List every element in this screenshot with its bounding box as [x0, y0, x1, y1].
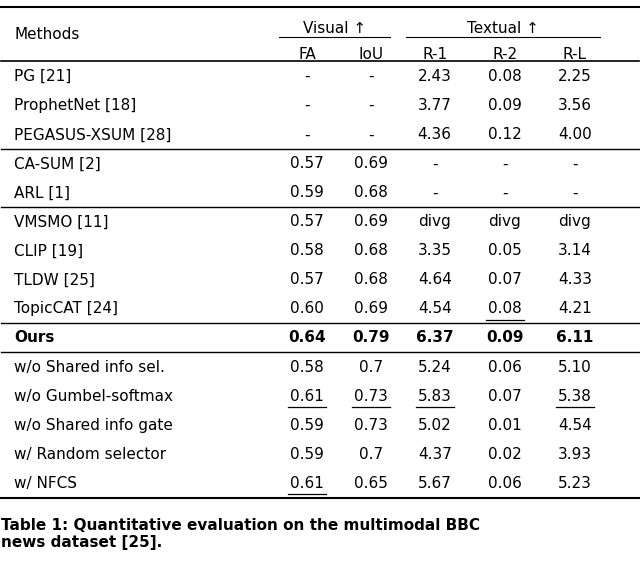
Text: PG [21]: PG [21]: [14, 69, 72, 84]
Text: 0.69: 0.69: [354, 214, 388, 229]
Text: 0.07: 0.07: [488, 273, 522, 287]
Text: 5.83: 5.83: [418, 389, 452, 403]
Text: 0.58: 0.58: [291, 360, 324, 375]
Text: Table 1: Quantitative evaluation on the multimodal BBC
news dataset [25].: Table 1: Quantitative evaluation on the …: [1, 518, 481, 550]
Text: 0.7: 0.7: [359, 360, 383, 375]
Text: -: -: [305, 69, 310, 84]
Text: 4.64: 4.64: [418, 273, 452, 287]
Text: 3.56: 3.56: [558, 98, 592, 113]
Text: -: -: [502, 157, 508, 171]
Text: -: -: [305, 98, 310, 113]
Text: R-2: R-2: [492, 47, 517, 62]
Text: 4.36: 4.36: [418, 127, 452, 142]
Text: R-1: R-1: [422, 47, 447, 62]
Text: 0.68: 0.68: [354, 273, 388, 287]
Text: -: -: [432, 185, 438, 200]
Text: Visual ↑: Visual ↑: [303, 21, 366, 36]
Text: 6.11: 6.11: [556, 330, 593, 346]
Text: 0.57: 0.57: [291, 273, 324, 287]
Text: 0.57: 0.57: [291, 214, 324, 229]
Text: CLIP [19]: CLIP [19]: [14, 243, 83, 259]
Text: CA-SUM [2]: CA-SUM [2]: [14, 157, 101, 171]
Text: 2.25: 2.25: [558, 69, 592, 84]
Text: -: -: [572, 185, 578, 200]
Text: 0.65: 0.65: [354, 476, 388, 491]
Text: w/ Random selector: w/ Random selector: [14, 447, 166, 462]
Text: 5.38: 5.38: [558, 389, 592, 403]
Text: 0.08: 0.08: [488, 69, 522, 84]
Text: IoU: IoU: [358, 47, 383, 62]
Text: w/o Shared info gate: w/o Shared info gate: [14, 417, 173, 433]
Text: 5.23: 5.23: [558, 476, 592, 491]
Text: FA: FA: [298, 47, 316, 62]
Text: -: -: [368, 69, 374, 84]
Text: 6.37: 6.37: [416, 330, 454, 346]
Text: w/ NFCS: w/ NFCS: [14, 476, 77, 491]
Text: 3.35: 3.35: [418, 243, 452, 259]
Text: 0.59: 0.59: [291, 185, 324, 200]
Text: divg: divg: [419, 214, 451, 229]
Text: 0.64: 0.64: [289, 330, 326, 346]
Text: 0.06: 0.06: [488, 360, 522, 375]
Text: 0.69: 0.69: [354, 157, 388, 171]
Text: 0.68: 0.68: [354, 185, 388, 200]
Text: 3.93: 3.93: [558, 447, 592, 462]
Text: 4.00: 4.00: [558, 127, 592, 142]
Text: -: -: [368, 98, 374, 113]
Text: 0.07: 0.07: [488, 389, 522, 403]
Text: 0.69: 0.69: [354, 301, 388, 316]
Text: Textual ↑: Textual ↑: [467, 21, 539, 36]
Text: w/o Gumbel-softmax: w/o Gumbel-softmax: [14, 389, 173, 403]
Text: -: -: [502, 185, 508, 200]
Text: 0.09: 0.09: [488, 98, 522, 113]
Text: 5.24: 5.24: [418, 360, 452, 375]
Text: 0.58: 0.58: [291, 243, 324, 259]
Text: 0.60: 0.60: [291, 301, 324, 316]
Text: 0.06: 0.06: [488, 476, 522, 491]
Text: 5.10: 5.10: [558, 360, 592, 375]
Text: 0.01: 0.01: [488, 417, 522, 433]
Text: 0.59: 0.59: [291, 417, 324, 433]
Text: 0.59: 0.59: [291, 447, 324, 462]
Text: 0.05: 0.05: [488, 243, 522, 259]
Text: ProphetNet [18]: ProphetNet [18]: [14, 98, 136, 113]
Text: 0.61: 0.61: [291, 389, 324, 403]
Text: PEGASUS-XSUM [28]: PEGASUS-XSUM [28]: [14, 127, 172, 142]
Text: TLDW [25]: TLDW [25]: [14, 273, 95, 287]
Text: 3.14: 3.14: [558, 243, 592, 259]
Text: divg: divg: [488, 214, 521, 229]
Text: 0.57: 0.57: [291, 157, 324, 171]
Text: 0.09: 0.09: [486, 330, 524, 346]
Text: 0.02: 0.02: [488, 447, 522, 462]
Text: 5.02: 5.02: [418, 417, 452, 433]
Text: 4.33: 4.33: [558, 273, 592, 287]
Text: R-L: R-L: [563, 47, 587, 62]
Text: divg: divg: [559, 214, 591, 229]
Text: 0.08: 0.08: [488, 301, 522, 316]
Text: 5.67: 5.67: [418, 476, 452, 491]
Text: -: -: [572, 157, 578, 171]
Text: -: -: [368, 127, 374, 142]
Text: 0.12: 0.12: [488, 127, 522, 142]
Text: 0.79: 0.79: [352, 330, 390, 346]
Text: VMSMO [11]: VMSMO [11]: [14, 214, 109, 229]
Text: 4.21: 4.21: [558, 301, 592, 316]
Text: 3.77: 3.77: [418, 98, 452, 113]
Text: 0.61: 0.61: [291, 476, 324, 491]
Text: 2.43: 2.43: [418, 69, 452, 84]
Text: -: -: [305, 127, 310, 142]
Text: -: -: [432, 157, 438, 171]
Text: 0.73: 0.73: [354, 417, 388, 433]
Text: 0.7: 0.7: [359, 447, 383, 462]
Text: Ours: Ours: [14, 330, 54, 346]
Text: w/o Shared info sel.: w/o Shared info sel.: [14, 360, 165, 375]
Text: 4.37: 4.37: [418, 447, 452, 462]
Text: TopicCAT [24]: TopicCAT [24]: [14, 301, 118, 316]
Text: 0.73: 0.73: [354, 389, 388, 403]
Text: 0.68: 0.68: [354, 243, 388, 259]
Text: 4.54: 4.54: [558, 417, 592, 433]
Text: 4.54: 4.54: [418, 301, 452, 316]
Text: Methods: Methods: [14, 26, 79, 42]
Text: ARL [1]: ARL [1]: [14, 185, 70, 200]
